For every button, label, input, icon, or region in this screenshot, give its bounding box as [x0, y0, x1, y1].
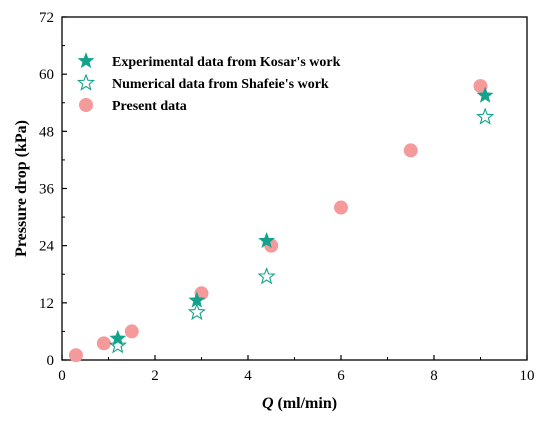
- data-marks: [68, 79, 495, 363]
- data-point-filled-star: [476, 86, 494, 103]
- y-tick-label: 60: [39, 67, 54, 83]
- data-point-circle: [124, 324, 139, 339]
- x-tick-label: 0: [58, 368, 66, 384]
- x-axis-unit: (ml/min): [274, 395, 338, 412]
- y-tick-label: 36: [39, 182, 55, 198]
- data-point-circle: [68, 348, 83, 363]
- x-tick-label: 4: [244, 368, 252, 384]
- data-point-circle: [473, 79, 488, 94]
- data-point-hollow-star: [476, 107, 495, 125]
- x-tick-label: 10: [520, 368, 535, 384]
- data-point-circle: [96, 336, 111, 351]
- data-point-hollow-star: [257, 267, 276, 285]
- legend-label: Present data: [112, 99, 187, 114]
- y-tick-label: 12: [39, 296, 54, 312]
- data-point-hollow-star: [187, 302, 206, 321]
- x-tick-label: 2: [151, 368, 159, 384]
- y-tick-label: 24: [39, 239, 55, 255]
- legend: Experimental data from Kosar's work Numer…: [76, 52, 341, 114]
- data-point-circle: [334, 200, 348, 215]
- x-tick-label: 8: [430, 368, 438, 384]
- data-point-circle: [403, 143, 418, 158]
- y-tick-label: 0: [47, 353, 55, 369]
- y-tick-label: 48: [39, 124, 54, 140]
- data-point-filled-star: [109, 329, 127, 346]
- legend-marker-circle: [79, 98, 93, 112]
- legend-label: Numerical data from Shafeie's work: [112, 77, 329, 92]
- x-tick-label: 6: [337, 368, 345, 384]
- data-point-filled-star: [258, 232, 276, 249]
- x-axis-variable: Q: [262, 395, 274, 412]
- data-point-filled-star: [188, 291, 206, 308]
- y-tick-label: 72: [39, 10, 54, 26]
- data-point-hollow-star: [108, 336, 127, 354]
- legend-marker-filled-star: [77, 52, 95, 69]
- x-axis-label: Q (ml/min): [262, 395, 337, 412]
- legend-marker-hollow-star: [76, 73, 96, 91]
- y-axis-label: Pressure drop (kPa): [13, 120, 30, 257]
- legend-label: Experimental data from Kosar's work: [112, 55, 341, 70]
